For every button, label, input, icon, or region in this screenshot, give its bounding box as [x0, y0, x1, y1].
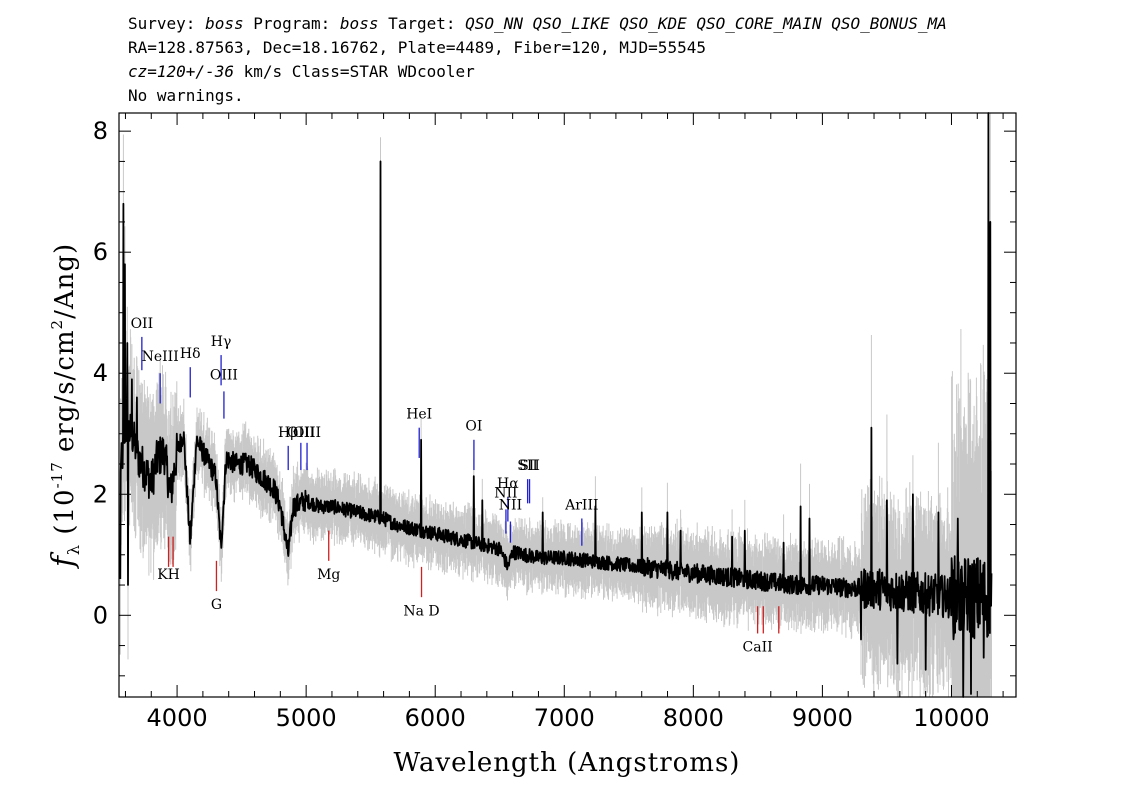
y-tick-label: 0 — [93, 601, 108, 629]
header-coordinates-line: RA=128.87563, Dec=18.16762, Plate=4489, … — [128, 38, 706, 57]
cz-value: cz=120+/-36 — [128, 62, 234, 81]
plot-frame — [118, 112, 1017, 698]
emission-line-label: OIII — [287, 425, 315, 441]
header-warnings-line: No warnings. — [128, 86, 244, 105]
emission-line-label: HeI — [406, 407, 432, 423]
emission-line-label: OI — [465, 419, 482, 435]
emission-line-label: Hα — [497, 476, 519, 492]
emission-line-label: OIII — [293, 425, 321, 441]
y-axis-title-f: f — [46, 551, 81, 569]
x-tick-label: 6000 — [405, 704, 466, 732]
absorption-line-label: Mg — [317, 567, 340, 583]
header-redshift-line: cz=120+/-36 km/s Class=STAR WDcooler — [128, 62, 475, 82]
emission-line-label: NII — [499, 497, 522, 513]
program-prefix: Program: — [243, 14, 340, 33]
x-axis-title: Wavelength (Angstroms) — [394, 748, 741, 778]
y-axis-title: fλ (10-17 erg/s/cm2/Ang) — [46, 243, 83, 569]
y-tick-label: 4 — [93, 359, 108, 387]
emission-line-label: SII — [517, 458, 538, 474]
target-prefix: Target: — [378, 14, 466, 33]
header-survey-line: Survey: boss Program: boss Target: QSO_N… — [128, 14, 947, 34]
flux-line — [119, 112, 993, 698]
absorption-line-label: KH — [157, 567, 180, 583]
y-axis-title-sub: λ — [64, 544, 83, 555]
target-value: QSO_NN QSO_LIKE QSO_KDE QSO_CORE_MAIN QS… — [465, 14, 947, 33]
emission-line-label: NeIII — [142, 349, 179, 365]
emission-line-label: SII — [519, 458, 540, 474]
emission-line-label: OIII — [210, 367, 238, 383]
emission-line-label: Hγ — [211, 334, 232, 350]
y-axis-title-exp2: 2 — [48, 319, 66, 330]
survey-prefix: Survey: — [128, 14, 206, 33]
x-tick-label: 10000 — [913, 704, 989, 732]
x-tick-label: 9000 — [792, 704, 853, 732]
emission-line-label: OII — [131, 316, 154, 332]
axis-ticks: 4000 5000 6000 7000 8000 9000 10000 0 2 4 6 8 — [93, 113, 1016, 732]
survey-value: boss — [205, 14, 244, 33]
y-tick-label: 6 — [93, 238, 108, 266]
program-value: boss — [339, 14, 379, 33]
absorption-line-label: Na D — [403, 603, 439, 619]
absorption-line-label: G — [211, 597, 222, 613]
x-tick-label: 4000 — [147, 704, 208, 732]
emission-line-label: Hβ — [278, 425, 298, 441]
y-tick-label: 2 — [93, 480, 108, 508]
y-axis-title-exp: -17 — [48, 461, 66, 488]
x-tick-label: 7000 — [534, 704, 595, 732]
cz-rest: km/s Class=STAR WDcooler — [233, 62, 475, 81]
flux-spectrum — [119, 112, 993, 698]
emission-line-label: Hδ — [180, 346, 201, 362]
y-tick-label: 8 — [93, 117, 108, 145]
x-tick-label: 5000 — [276, 704, 337, 732]
absorption-line-label: CaII — [743, 640, 773, 656]
y-axis-title-unit: (10 — [50, 488, 80, 544]
y-axis-title-unit2: erg/s/cm — [50, 329, 80, 461]
y-axis-title-unit3: /Ang) — [50, 243, 80, 319]
x-tick-label: 8000 — [663, 704, 724, 732]
emission-line-label: NII — [494, 485, 517, 501]
emission-line-label: ArIII — [564, 497, 598, 513]
